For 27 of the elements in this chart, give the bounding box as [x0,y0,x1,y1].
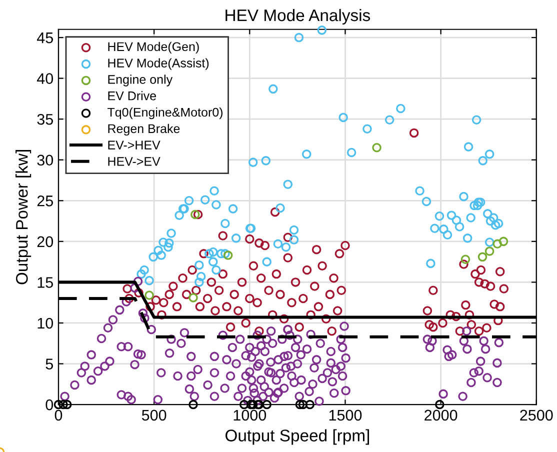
legend-label: HEV->EV [108,157,160,166]
x-tick-label: 2000 [424,410,458,421]
y-tick-label: 0 [46,399,54,410]
y-tick-label: 35 [37,114,53,125]
chart-title: HEV Mode Analysis [226,8,370,25]
x-tick-label: 1000 [234,410,266,421]
legend-label: Engine only [108,74,173,86]
legend-label: EV Drive [108,91,156,100]
x-axis-title: Output Speed [rpm] [226,429,369,445]
y-axis-title: Output Power [kw] [16,150,32,284]
y-tick-label: 45 [36,32,53,44]
y-tick-label: 30 [37,154,54,166]
x-tick-label: 0 [54,410,62,421]
legend-label: Regen Brake [108,124,180,136]
x-tick-label: 1500 [329,410,362,421]
legend-label: Tq0(Engine&Motor0) [108,107,222,120]
x-tick-label: 2500 [520,410,553,421]
legend-label: HEV Mode(Assist) [108,58,209,70]
y-tick-label: 40 [36,73,54,84]
y-tick-label: 25 [37,196,53,206]
legend-label: EV->HEV [108,140,160,150]
y-tick-label: 15 [38,277,53,288]
y-tick-label: 10 [38,318,54,329]
y-tick-label: 5 [46,358,53,370]
legend-label: HEV Mode(Gen) [108,42,199,54]
y-tick-label: 20 [37,236,54,248]
x-tick-label: 500 [142,410,166,421]
